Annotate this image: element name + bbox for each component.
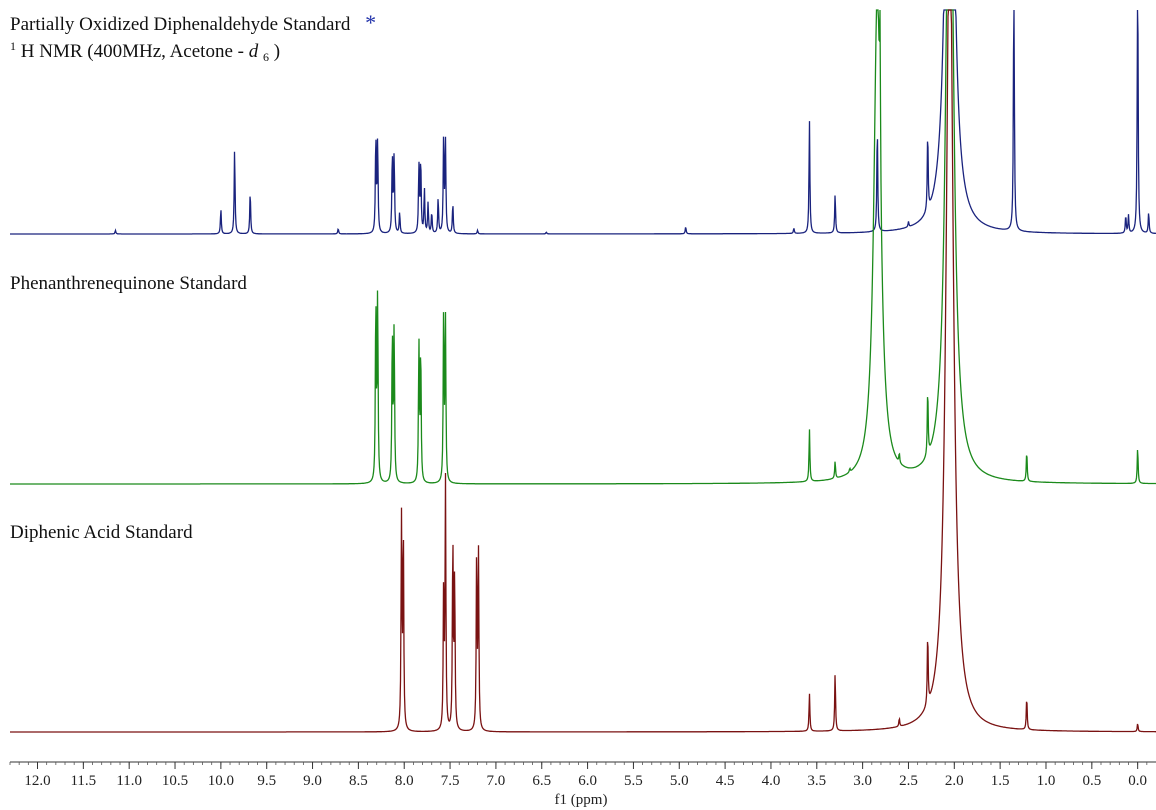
nmr-conditions-label: 1 H NMR (400MHz, Acetone - d 6 )	[10, 34, 280, 66]
trace-label-diphenic-acid: Diphenic Acid Standard	[10, 522, 193, 543]
x-tick-label: 4.5	[716, 773, 735, 789]
x-axis: 12.0 11.5 11.0 10.5 10.0 9.5 9.0 8.5 8.0 7.5 7.0 6.…	[9, 761, 1156, 789]
spectrum-trace-1	[10, 9, 1156, 485]
x-tick-label: 4.0	[762, 773, 781, 789]
spectrum-traces	[10, 9, 1156, 733]
spectrum-trace-0	[10, 9, 1156, 235]
x-tick-label: 7.0	[487, 773, 506, 789]
x-tick-label: 11.0	[116, 773, 142, 789]
x-tick-label: 2.5	[899, 773, 918, 789]
x-tick-label: 9.5	[257, 773, 276, 789]
trace-label-diphenaldehyde: Partially Oxidized Diphenaldehyde Standa…	[10, 10, 376, 35]
x-axis-title: f1 (ppm)	[555, 792, 608, 808]
trace-label-diphenaldehyde-text: Partially Oxidized Diphenaldehyde Standa…	[10, 14, 351, 35]
x-tick-label: 10.5	[162, 773, 188, 789]
x-tick-label: 3.5	[807, 773, 826, 789]
x-tick-label: 2.0	[945, 773, 964, 789]
nmr-conditions-text: H NMR (400MHz, Acetone -	[21, 41, 249, 62]
x-tick-label: 5.5	[624, 773, 643, 789]
nmr-subscript: 6	[263, 50, 269, 64]
x-tick-label: 6.5	[532, 773, 551, 789]
x-tick-label: 3.0	[853, 773, 872, 789]
nmr-close-paren: )	[274, 41, 280, 62]
spectrum-trace-2	[10, 9, 1156, 733]
trace-label-phenanthrenequinone: Phenanthrenequinone Standard	[10, 273, 247, 294]
x-tick-label: 6.0	[578, 773, 597, 789]
nmr-solvent-italic: d	[249, 41, 259, 62]
x-tick-label: 7.5	[441, 773, 460, 789]
trace-labels: Partially Oxidized Diphenaldehyde Standa…	[10, 10, 376, 543]
x-tick-label: 1.5	[991, 773, 1010, 789]
nmr-superscript: 1	[10, 39, 16, 53]
x-tick-label: 11.5	[70, 773, 96, 789]
x-tick-label: 8.0	[395, 773, 414, 789]
x-tick-label: 9.0	[303, 773, 322, 789]
x-tick-label: 5.0	[670, 773, 689, 789]
x-tick-label: 8.5	[349, 773, 368, 789]
x-tick-label: 0.5	[1082, 773, 1101, 789]
x-tick-label: 12.0	[24, 773, 50, 789]
asterisk-marker: *	[365, 10, 376, 35]
x-tick-label: 10.0	[208, 773, 234, 789]
x-tick-label: 0.0	[1128, 773, 1147, 789]
x-tick-label: 1.0	[1037, 773, 1056, 789]
